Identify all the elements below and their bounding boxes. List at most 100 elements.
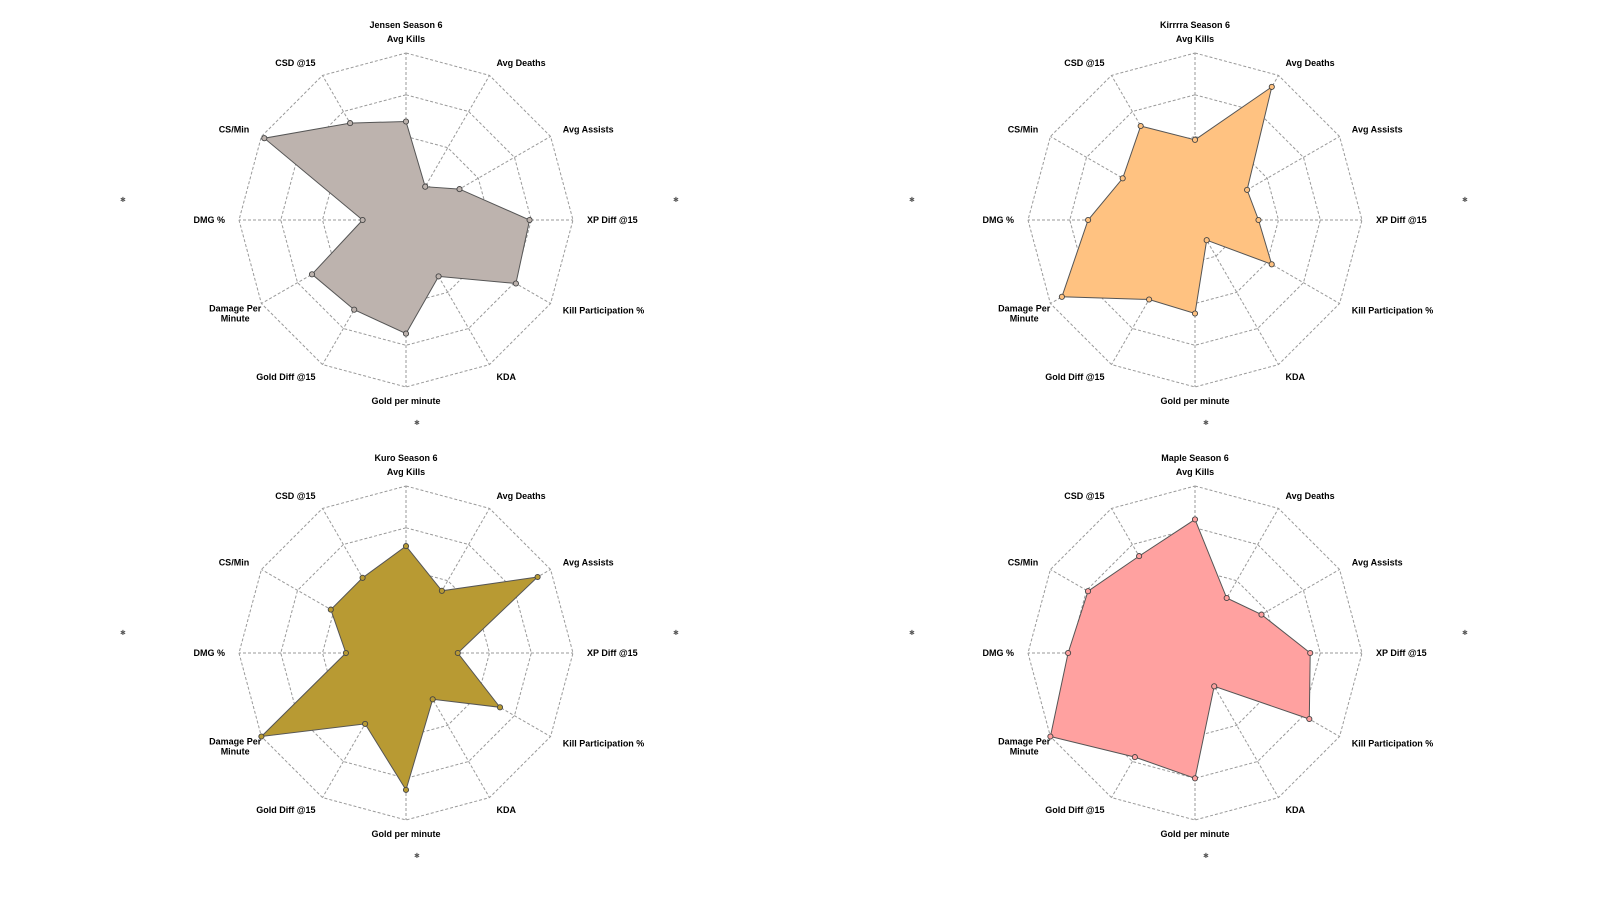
axis-label: KDA: [497, 372, 517, 382]
data-point: [342, 649, 349, 657]
data-point: [1307, 649, 1314, 657]
radar-panel: Kuro Season 6 Avg Kills Avg Deaths Avg Assi…: [120, 453, 679, 860]
data-point: [454, 649, 461, 657]
data-point: [1131, 754, 1138, 761]
data-point: [347, 120, 354, 127]
data-point: [261, 135, 268, 142]
data-point: [512, 280, 519, 287]
data-point: [435, 273, 442, 280]
corner-mark: ✱: [1462, 196, 1468, 204]
axis-label: Kill Participation %: [563, 739, 645, 749]
axis-label: XP Diff @15: [587, 215, 638, 225]
corner-mark: ✱: [1462, 629, 1468, 637]
axis-label: DMG %: [194, 215, 226, 225]
data-point: [1084, 588, 1092, 595]
axis-label: CS/Min: [1008, 125, 1039, 135]
data-point: [402, 330, 410, 337]
axis-label: Damage Per Minute: [998, 737, 1051, 757]
axis-label: KDA: [1286, 805, 1306, 815]
data-point: [327, 606, 334, 613]
data-point: [1268, 83, 1275, 90]
axis-label: Avg Assists: [1352, 558, 1403, 568]
radar-panel: Kirrrra Season 6 Avg Kills Avg Deaths Avg A…: [909, 20, 1468, 427]
data-point: [362, 720, 369, 727]
data-point: [1136, 553, 1143, 560]
data-point: [1191, 310, 1199, 317]
data-point: [1191, 775, 1199, 782]
data-point: [1058, 293, 1065, 300]
axis-label: Damage Per Minute: [998, 304, 1051, 324]
data-point: [258, 733, 265, 740]
axis-label: CSD @15: [275, 491, 315, 501]
series-area: [1061, 85, 1273, 315]
data-point: [402, 786, 410, 793]
axis-label: Gold Diff @15: [256, 372, 315, 382]
data-point: [1119, 175, 1126, 182]
axis-label: KDA: [497, 805, 517, 815]
data-point: [496, 704, 504, 711]
data-point: [359, 216, 366, 224]
axis-label: Gold Diff @15: [1045, 372, 1104, 382]
data-point: [1085, 216, 1092, 224]
chart-title: Maple Season 6: [1161, 453, 1229, 463]
axis-label: CS/Min: [1008, 558, 1039, 568]
axis-spoke: [1194, 219, 1279, 365]
data-point: [1065, 649, 1072, 657]
data-point: [351, 306, 358, 313]
axis-label: Gold Diff @15: [256, 805, 315, 815]
corner-mark: ✱: [673, 629, 679, 637]
corner-mark: ✱: [909, 196, 915, 204]
data-point: [308, 271, 316, 278]
axis-label: Avg Assists: [1352, 125, 1403, 135]
chart-title: Kirrrra Season 6: [1160, 20, 1230, 30]
axis-label: Gold per minute: [1160, 829, 1229, 839]
data-point: [1191, 516, 1199, 523]
axis-label: Avg Deaths: [1286, 491, 1335, 501]
corner-mark: ✱: [120, 629, 126, 637]
axis-label: Kill Participation %: [1352, 306, 1434, 316]
data-point: [402, 543, 410, 550]
data-point: [1258, 611, 1265, 618]
axis-label: CS/Min: [219, 558, 250, 568]
axis-label: DMG %: [983, 215, 1015, 225]
chart-title: Jensen Season 6: [369, 20, 442, 30]
axis-label: Avg Kills: [387, 34, 425, 44]
data-point: [534, 573, 541, 581]
axis-label: Avg Assists: [563, 125, 614, 135]
axis-label: Damage Per Minute: [209, 304, 262, 324]
axis-label: Avg Deaths: [497, 58, 546, 68]
corner-mark: ✱: [909, 629, 915, 637]
data-point: [1047, 733, 1054, 740]
axis-label: Kill Participation %: [563, 306, 645, 316]
radar-panel: Jensen Season 6 Avg Kills Avg Deaths Avg As…: [120, 20, 679, 427]
data-point: [429, 696, 436, 703]
chart-title: Kuro Season 6: [374, 453, 437, 463]
data-point: [1137, 122, 1144, 130]
axis-label: CSD @15: [275, 58, 315, 68]
corner-mark: ✱: [414, 419, 420, 427]
axis-label: CS/Min: [219, 125, 250, 135]
axis-label: Gold per minute: [1160, 396, 1229, 406]
axis-label: DMG %: [194, 648, 226, 658]
data-point: [1211, 683, 1218, 690]
series-area: [260, 545, 540, 792]
axis-label: Avg Kills: [387, 467, 425, 477]
axis-label: Avg Deaths: [1286, 58, 1335, 68]
data-point: [456, 186, 463, 193]
data-point: [1306, 715, 1313, 723]
data-point: [359, 574, 366, 581]
data-point: [1223, 594, 1230, 602]
data-point: [1244, 186, 1251, 193]
axis-label: XP Diff @15: [1376, 215, 1427, 225]
data-point: [1191, 136, 1199, 143]
corner-mark: ✱: [414, 852, 420, 860]
data-point: [422, 183, 429, 190]
axis-label: Damage Per Minute: [209, 737, 262, 757]
data-point: [402, 118, 410, 125]
axis-label: Gold Diff @15: [1045, 805, 1104, 815]
data-point: [1268, 261, 1275, 268]
corner-mark: ✱: [120, 196, 126, 204]
axis-label: CSD @15: [1064, 58, 1104, 68]
radar-panel: Maple Season 6 Avg Kills Avg Deaths Avg Ass…: [909, 453, 1468, 860]
